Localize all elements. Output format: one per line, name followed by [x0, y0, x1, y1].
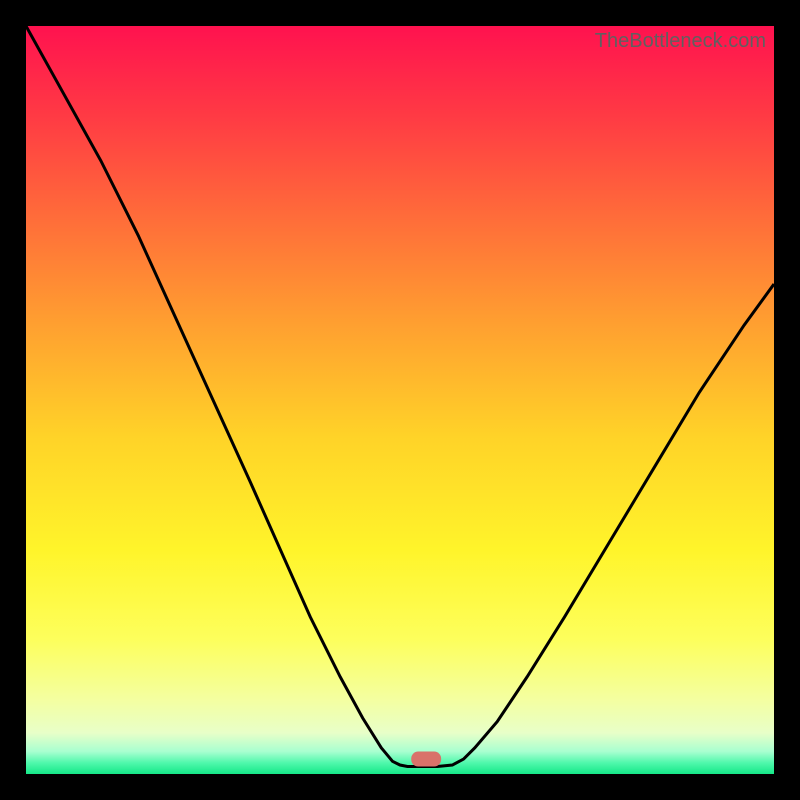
minimum-marker: [411, 752, 441, 767]
chart-background: [26, 26, 774, 774]
chart-container: TheBottleneck.com: [0, 0, 800, 800]
chart-svg: [26, 26, 774, 774]
